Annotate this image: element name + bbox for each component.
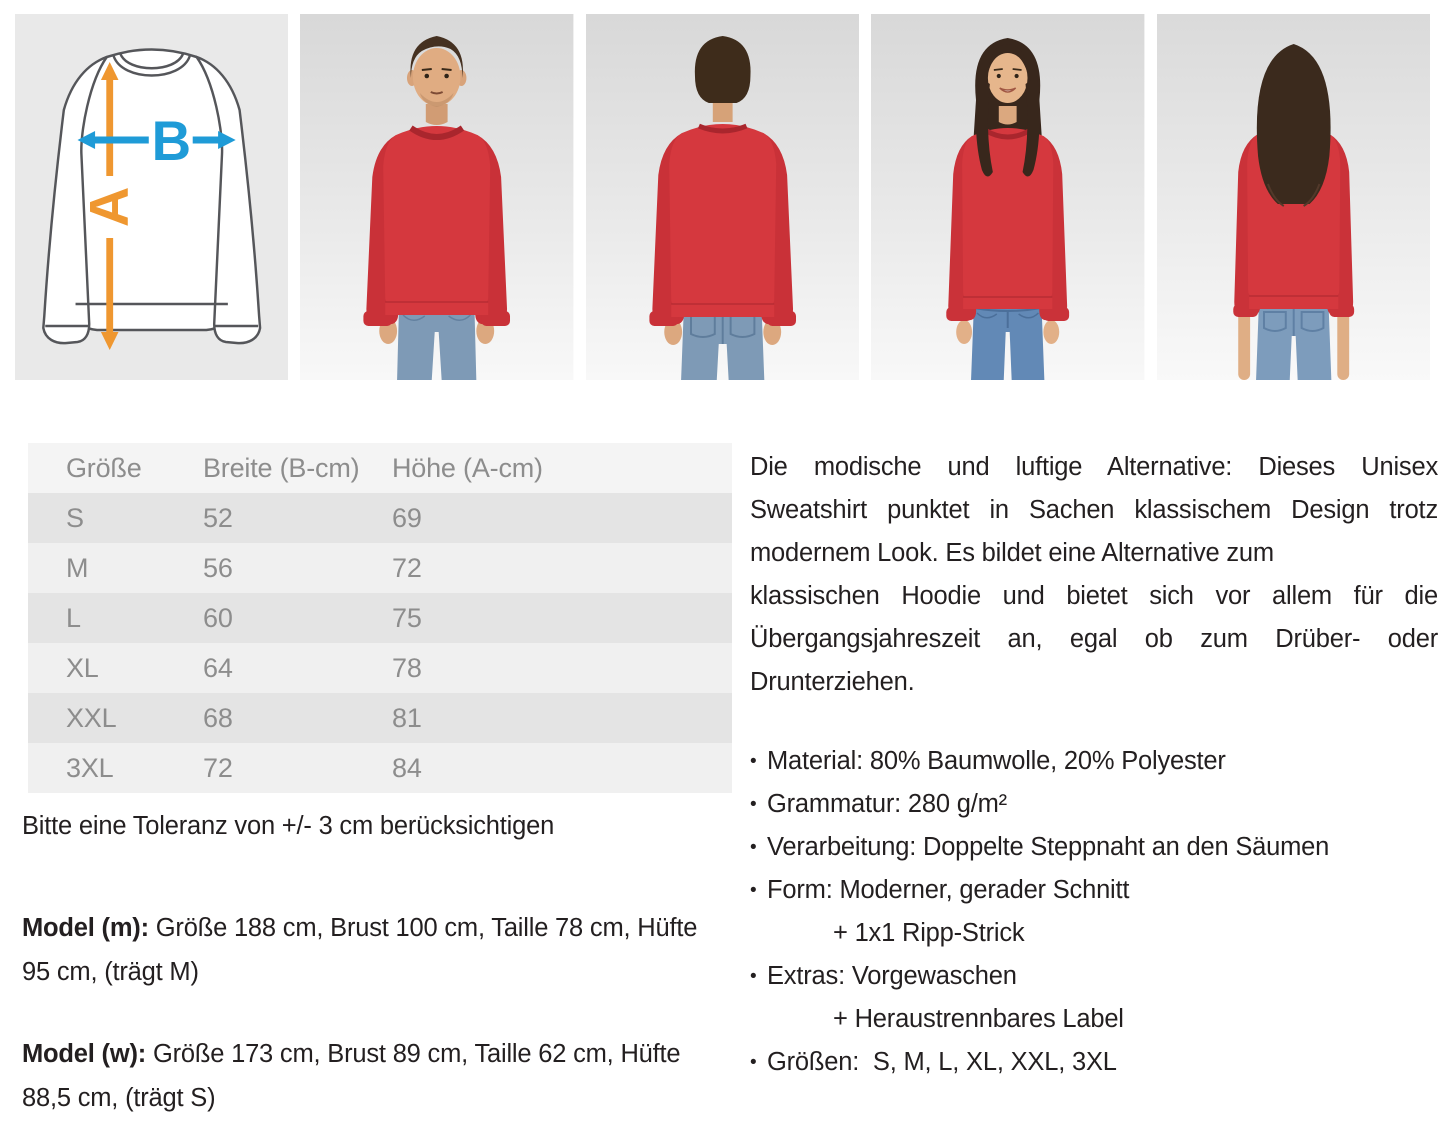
size-table-cell: L (66, 602, 81, 633)
feature-list: • Material: 80% Baumwolle, 20% Polyester… (750, 740, 1438, 1084)
head (407, 36, 467, 125)
hair-lock (1022, 76, 1040, 177)
bullet-dot-icon: • (750, 837, 757, 858)
size-table-cell: 64 (203, 652, 233, 683)
woman-front-photo (871, 14, 1145, 380)
model-w-details: Größe 173 cm, Brust 89 cm, Taille 62 cm,… (22, 1040, 681, 1112)
head (694, 36, 751, 122)
hair-lock (975, 76, 994, 177)
description-line: klassischen Hoodie und bietet sich vor a… (750, 582, 1438, 610)
hair-strands (1266, 183, 1321, 207)
description-line: Drunterziehen. (750, 668, 915, 696)
product-description: Die modische und luftige Alternative: Di… (750, 446, 1438, 704)
bullet-dot-icon: • (750, 880, 757, 901)
feature-item: • Grammatur: 280 g/m² (750, 783, 1438, 826)
sweatshirt (363, 125, 511, 326)
jeans (1255, 300, 1331, 380)
size-table: Größe Breite (B-cm) Höhe (A-cm) S 52 69 … (28, 443, 732, 793)
tolerance-note: Bitte eine Toleranz von +/- 3 cm berücks… (22, 812, 555, 840)
model-w-label: Model (w): (22, 1040, 147, 1068)
size-table-cell: S (66, 502, 84, 533)
model-w-info: Model (w): Größe 173 cm, Brust 89 cm, Ta… (22, 1032, 714, 1120)
description-line: modernem Look. Es bildet eine Alternativ… (750, 539, 1274, 567)
model-m-label: Model (m): (22, 914, 149, 942)
size-table-cell: 84 (392, 752, 422, 783)
size-table-cell: 81 (392, 702, 422, 733)
size-table-cell: 3XL (66, 752, 114, 783)
model-m-details: Größe 188 cm, Brust 100 cm, Taille 78 cm… (22, 914, 698, 986)
feature-item: • Form: Moderner, gerader Schnitt (750, 869, 1438, 912)
size-table-cell: 52 (203, 502, 233, 533)
size-table-cell: 72 (392, 552, 422, 583)
man-front-photo (300, 14, 574, 380)
size-table-row: L 60 75 (28, 593, 732, 643)
hair-back (1256, 44, 1331, 204)
bullet-dot-icon: • (750, 1052, 757, 1073)
feature-item: • Verarbeitung: Doppelte Steppnaht an de… (750, 826, 1438, 869)
size-table-cell: 78 (392, 652, 422, 683)
feature-text: Verarbeitung: Doppelte Steppnaht an den … (767, 833, 1330, 861)
forearm (1237, 312, 1250, 380)
gallery-image-man-front (300, 14, 574, 380)
feature-text: Form: Moderner, gerader Schnitt (767, 876, 1130, 904)
size-table-header-cell: Größe (66, 452, 142, 483)
size-table-row: S 52 69 (28, 493, 732, 543)
feature-text: + Heraustrennbares Label (833, 1005, 1124, 1033)
feature-item: • Größen: S, M, L, XL, XXL, 3XL (750, 1041, 1438, 1084)
size-table-cell: 72 (203, 752, 233, 783)
feature-item-continuation: + 1x1 Ripp-Strick (750, 912, 1438, 955)
size-diagram-illustration: A B (15, 14, 289, 380)
bullet-dot-icon: • (750, 794, 757, 815)
feature-item: • Material: 80% Baumwolle, 20% Polyester (750, 740, 1438, 783)
gallery-image-size-diagram: A B (15, 14, 289, 380)
size-table-cell: 68 (203, 702, 233, 733)
size-table-cell: 75 (392, 602, 422, 633)
feature-text: Extras: Vorgewaschen (767, 962, 1017, 990)
description-line: Sweatshirt punktet in Sachen klassischem… (750, 496, 1438, 524)
width-measure-label: B (152, 109, 191, 172)
man-back-photo (585, 14, 860, 380)
gallery-image-woman-back (1156, 14, 1431, 380)
forearm (1336, 312, 1349, 380)
height-measure-label: A (78, 187, 139, 227)
size-table-cell: 56 (203, 552, 233, 583)
size-table-header-cell: Breite (B-cm) (203, 452, 360, 483)
feature-text: Größen: S, M, L, XL, XXL, 3XL (767, 1048, 1117, 1076)
hand (1043, 320, 1060, 344)
size-table-row: XL 64 78 (28, 643, 732, 693)
head (988, 44, 1028, 125)
description-line: Die modische und luftige Alternative: Di… (750, 453, 1438, 481)
woman-back-photo (1156, 14, 1431, 380)
feature-text: + 1x1 Ripp-Strick (833, 919, 1025, 947)
size-table-header-cell: Höhe (A-cm) (392, 452, 543, 483)
feature-item-continuation: + Heraustrennbares Label (750, 998, 1438, 1041)
size-table-cell: 69 (392, 502, 422, 533)
size-table-cell: XXL (66, 702, 117, 733)
description-line: Übergangsjahreszeit an, egal ob zum Drüb… (750, 625, 1438, 653)
bullet-dot-icon: • (750, 966, 757, 987)
size-table-row: XXL 68 81 (28, 693, 732, 743)
gallery-image-man-back (585, 14, 860, 380)
size-table-header-row: Größe Breite (B-cm) Höhe (A-cm) (28, 443, 732, 493)
model-m-info: Model (m): Größe 188 cm, Brust 100 cm, T… (22, 906, 714, 994)
size-table-cell: M (66, 552, 89, 583)
feature-text: Material: 80% Baumwolle, 20% Polyester (767, 747, 1226, 775)
feature-item: • Extras: Vorgewaschen (750, 955, 1438, 998)
product-image-gallery: A B (15, 14, 1431, 380)
feature-text: Grammatur: 280 g/m² (767, 790, 1007, 818)
size-table-row: 3XL 72 84 (28, 743, 732, 793)
hand (956, 320, 973, 344)
size-table-row: M 56 72 (28, 543, 732, 593)
bullet-dot-icon: • (750, 751, 757, 772)
size-table-cell: 60 (203, 602, 233, 633)
gallery-image-woman-front (871, 14, 1145, 380)
measurement-arrow-b (77, 131, 236, 149)
measurement-arrow-a (100, 62, 119, 350)
sweatshirt (649, 123, 796, 326)
size-table-cell: XL (66, 652, 99, 683)
sweatshirt (946, 127, 1070, 321)
sweatshirt-outline (42, 48, 262, 345)
